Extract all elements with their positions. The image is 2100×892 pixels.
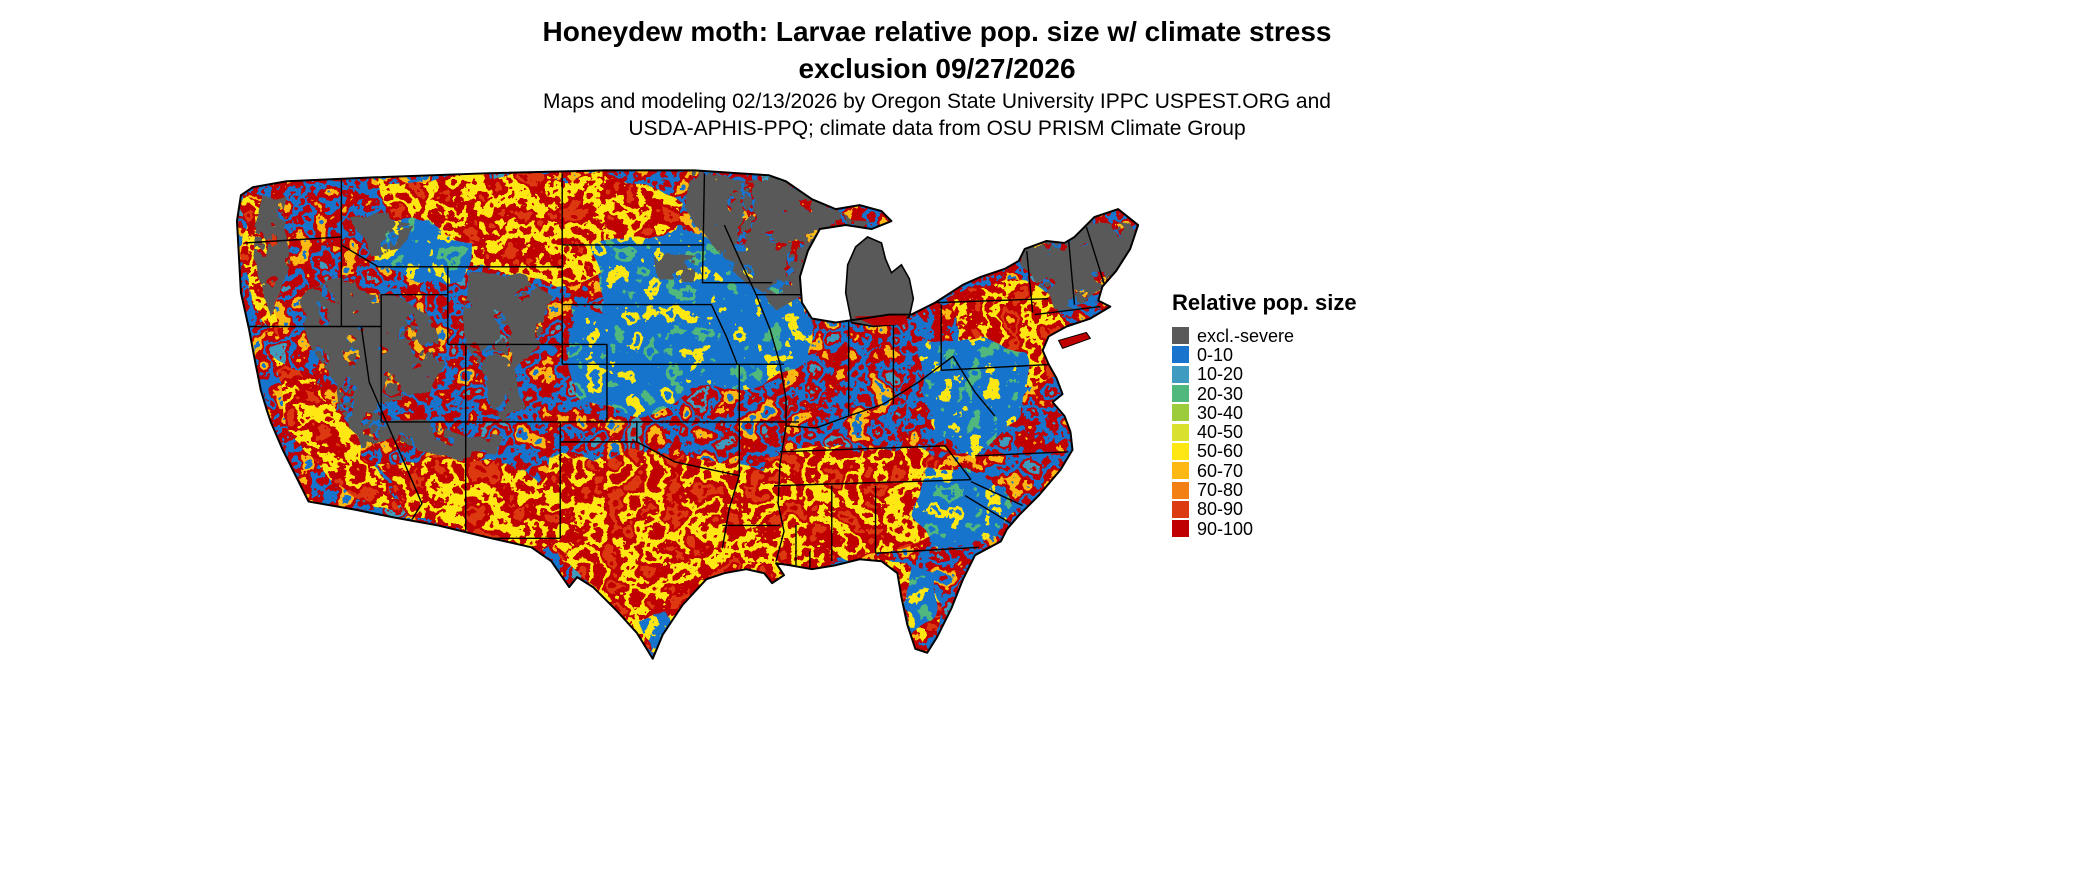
michigan-region	[844, 236, 915, 328]
legend-color-swatch	[1172, 404, 1189, 422]
legend-item-label: 80-90	[1197, 499, 1244, 520]
legend-item: 60-70	[1172, 461, 1357, 480]
legend-color-swatch	[1172, 423, 1189, 441]
state-borders	[244, 173, 1107, 570]
low-pop-regions	[366, 219, 1035, 655]
legend-item-label: 10-20	[1197, 364, 1244, 385]
legend-color-swatch	[1172, 365, 1189, 383]
legend-item: 40-50	[1172, 422, 1357, 441]
legend-item: 50-60	[1172, 442, 1357, 461]
page-title: Honeydew moth: Larvae relative pop. size…	[237, 14, 1637, 88]
legend-color-swatch	[1172, 346, 1189, 364]
legend-title: Relative pop. size	[1172, 290, 1357, 315]
legend-item-label: 70-80	[1197, 480, 1244, 501]
subtitle-line-2: USDA-APHIS-PPQ; climate data from OSU PR…	[628, 117, 1246, 141]
legend-item-label: excl.-severe	[1197, 325, 1295, 346]
legend-items: excl.-severe 0-10 10-20 20-30 30-40 40-5…	[1172, 326, 1357, 538]
us-map	[227, 164, 1162, 674]
legend-item: 70-80	[1172, 480, 1357, 499]
legend-item-label: 50-60	[1197, 441, 1244, 462]
raster-layer	[236, 170, 1139, 659]
legend-color-swatch	[1172, 481, 1189, 499]
legend: Relative pop. size excl.-severe 0-10 10-…	[1172, 290, 1357, 538]
legend-item: 90-100	[1172, 519, 1357, 538]
title-line-2: exclusion 09/27/2026	[798, 52, 1076, 84]
us-map-svg	[235, 169, 1140, 660]
legend-item-label: 60-70	[1197, 460, 1244, 481]
legend-color-swatch	[1172, 385, 1189, 403]
legend-color-swatch	[1172, 520, 1189, 538]
legend-color-swatch	[1172, 442, 1189, 460]
legend-item: 20-30	[1172, 384, 1357, 403]
legend-color-swatch	[1172, 327, 1189, 345]
legend-color-swatch	[1172, 462, 1189, 480]
subtitle: Maps and modeling 02/13/2026 by Oregon S…	[237, 88, 1637, 143]
subtitle-line-1: Maps and modeling 02/13/2026 by Oregon S…	[543, 90, 1331, 113]
legend-item: 10-20	[1172, 365, 1357, 384]
legend-item-label: 0-10	[1197, 344, 1234, 365]
us-outline	[235, 169, 1140, 660]
legend-item-label: 40-50	[1197, 422, 1244, 443]
long-island	[1057, 331, 1092, 349]
legend-item: 80-90	[1172, 500, 1357, 519]
legend-item-label: 90-100	[1197, 518, 1254, 539]
legend-item-label: 30-40	[1197, 402, 1244, 423]
legend-item: 0-10	[1172, 345, 1357, 364]
legend-item: excl.-severe	[1172, 326, 1357, 345]
legend-color-swatch	[1172, 500, 1189, 518]
title-line-1: Honeydew moth: Larvae relative pop. size…	[542, 16, 1332, 47]
excluded-regions	[254, 171, 1137, 460]
legend-item-label: 20-30	[1197, 383, 1244, 404]
legend-item: 30-40	[1172, 403, 1357, 422]
